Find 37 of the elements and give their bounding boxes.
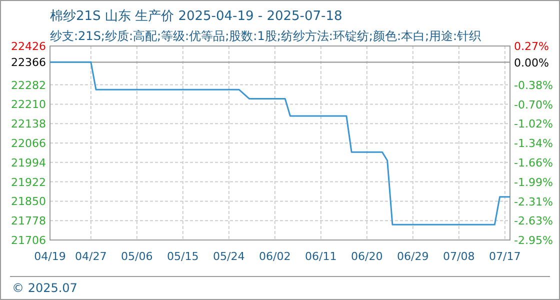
y-tick-label: 22282 [11, 78, 46, 92]
y2-tick-label: -1.99% [514, 176, 553, 190]
y-tick-label: 22138 [11, 118, 46, 131]
x-tick-label: 06/11 [305, 250, 337, 263]
text: © 2025.07 [12, 281, 78, 295]
x-tick-label: 06/20 [351, 250, 383, 263]
y2-tick-label: -2.95% [514, 234, 553, 247]
y-tick-label: 22426 [11, 40, 46, 53]
y-tick-label: 21994 [11, 156, 46, 170]
x-tick-label: 07/17 [489, 250, 521, 263]
y2-tick-label: -1.02% [514, 118, 553, 131]
y2-tick-label: -2.31% [514, 195, 553, 208]
y2-tick-label: -0.70% [514, 98, 553, 112]
x-tick-label: 06/02 [259, 250, 291, 263]
y-tick-label: 21850 [11, 195, 46, 208]
line-series [49, 61, 511, 226]
x-tick-label: 04/19 [34, 250, 66, 263]
y-tick-label: 21706 [11, 234, 46, 247]
y2-tick-label: 0.27% [514, 40, 549, 53]
y2-tick-label: -2.63% [514, 214, 553, 228]
x-tick-label: 05/15 [167, 250, 199, 263]
y-tick-label: 22210 [11, 98, 46, 112]
y-tick-label: 21922 [11, 176, 46, 189]
x-tick-label: 04/27 [75, 250, 107, 263]
chart-subtitle: 纱支:21S;纱质:高配;等级:优等品;股数:1股;纺纱方法:环锭纺;颜色:本白;用途:针织 [50, 29, 482, 43]
x-tick-label: 05/24 [213, 250, 245, 263]
y-tick-label: 22066 [11, 137, 46, 150]
y2-tick-label: -1.34% [514, 137, 553, 150]
y-tick-label: 22366 [11, 56, 46, 70]
x-tick-label: 06/29 [397, 250, 429, 263]
y-tick-label: 21778 [11, 214, 46, 228]
x-tick-label: 05/06 [121, 250, 153, 263]
y2-tick-label: -0.38% [514, 79, 553, 92]
y2-tick-label: -1.66% [514, 156, 553, 170]
y2-tick-label: 0.00% [514, 56, 549, 70]
chart-title: 棉纱21S 山东 生产价 2025-04-19 - 2025-07-18 [50, 9, 342, 24]
x-tick-label: 07/08 [443, 250, 475, 263]
